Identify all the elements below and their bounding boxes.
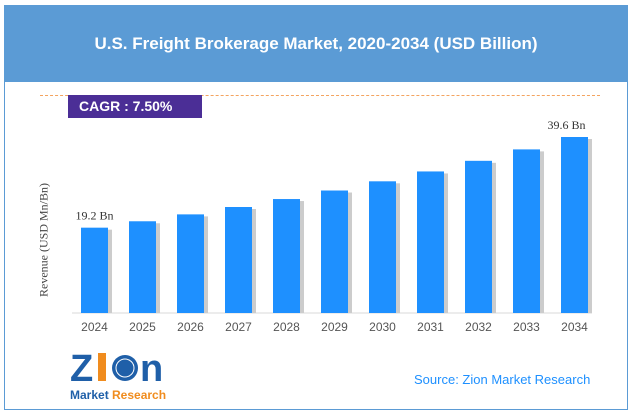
- bar-2029: [321, 190, 348, 313]
- bar-2025: [129, 221, 156, 313]
- svg-text:Research: Research: [112, 388, 166, 402]
- bar-2027: [225, 207, 252, 313]
- bar-2034: [561, 137, 588, 313]
- bar-2033: [513, 149, 540, 313]
- bar-shadow: [588, 139, 592, 313]
- bar-2026: [177, 214, 204, 313]
- divider: [40, 95, 600, 96]
- x-tick-label: 2028: [273, 320, 300, 334]
- bar-2032: [465, 160, 492, 313]
- bar-shadow: [396, 183, 400, 313]
- source-text: Source: Zion Market Research: [414, 372, 591, 387]
- bar-2024: [81, 227, 108, 313]
- bar-shadow: [300, 201, 304, 313]
- x-tick-label: 2029: [321, 320, 348, 334]
- bar-shadow: [348, 192, 352, 313]
- x-tick-label: 2032: [465, 320, 492, 334]
- bar-2031: [417, 171, 444, 313]
- x-tick-label: 2025: [129, 320, 156, 334]
- bar-shadow: [444, 173, 448, 313]
- svg-text:n: n: [140, 348, 163, 390]
- bar-2030: [369, 181, 396, 313]
- x-tick-label: 2031: [417, 320, 444, 334]
- x-tick-label: 2030: [369, 320, 396, 334]
- bar-shadow: [156, 223, 160, 313]
- data-label-last: 39.6 Bn: [547, 118, 585, 132]
- zion-logo: Z n Market Research: [70, 348, 166, 402]
- bar-shadow: [108, 229, 112, 313]
- bar-shadow: [540, 151, 544, 313]
- svg-text:Z: Z: [70, 348, 93, 390]
- x-tick-label: 2026: [177, 320, 204, 334]
- x-tick-label: 2024: [81, 320, 108, 334]
- chart-title: U.S. Freight Brokerage Market, 2020-2034…: [4, 5, 628, 82]
- svg-text:Market: Market: [70, 388, 109, 402]
- x-tick-label: 2033: [513, 320, 540, 334]
- cagr-badge: CAGR : 7.50%: [68, 95, 202, 118]
- bar-shadow: [252, 209, 256, 313]
- bar-shadow: [492, 162, 496, 313]
- x-tick-label: 2027: [225, 320, 252, 334]
- bar-2028: [273, 199, 300, 313]
- bar-shadow: [204, 216, 208, 313]
- data-label-first: 19.2 Bn: [75, 209, 113, 223]
- x-tick-label: 2034: [561, 320, 588, 334]
